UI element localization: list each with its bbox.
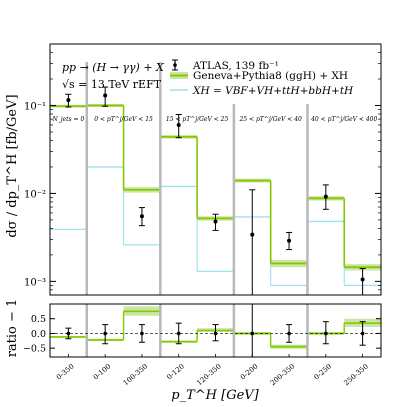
data-point-6 xyxy=(287,238,292,243)
legend-data-marker xyxy=(173,63,177,67)
ratio-axis-label: ratio − 1 xyxy=(5,299,20,358)
jet-category-label-0: N_jets = 0 xyxy=(51,116,84,123)
ratio-plot-frame xyxy=(49,303,382,358)
data-point-8 xyxy=(360,277,365,282)
y-tick-label-2: 10⁻¹ xyxy=(24,101,46,112)
legend-label-xh: XH = VBF+VH+ttH+bbH+tH xyxy=(192,85,354,97)
data-point-1 xyxy=(103,93,108,98)
x-axis-label: p_T^H [GeV] xyxy=(171,388,259,403)
y-tick-label-0: 10⁻³ xyxy=(24,277,46,288)
ratio-point-6 xyxy=(287,331,291,336)
jet-category-label-1: 0 < pT^j/GeV < 15 xyxy=(94,116,153,123)
jet-category-label-2: 15 < pT^j/GeV < 25 xyxy=(166,116,229,123)
jet-category-label-3: 25 < pT^j/GeV < 40 xyxy=(238,116,302,123)
data-point-3 xyxy=(176,122,181,127)
ratio-point-3 xyxy=(176,331,181,336)
data-point-4 xyxy=(213,219,218,224)
main-plot-frame xyxy=(49,43,382,296)
process-label: pp → (H → γγ) + X xyxy=(62,61,165,74)
energy-label: √s = 13 TeV rEFT xyxy=(62,78,162,91)
y-tick-label-1: 10⁻² xyxy=(24,189,46,200)
ratio-tick-label-0: 0.5 xyxy=(31,314,46,325)
jet-category-label-4: 40 < pT^j/GeV < 400 xyxy=(310,116,377,123)
ratio-point-0 xyxy=(66,331,71,336)
legend: ATLAS, 139 fb⁻¹ Geneva+Pythia8 (ggH) + X… xyxy=(166,52,372,104)
ratio-tick-label-2: −0.5 xyxy=(23,344,46,355)
data-point-5 xyxy=(250,232,255,237)
ratio-tick-label-1: 0.0 xyxy=(31,329,46,340)
legend-background xyxy=(166,52,372,104)
data-point-0 xyxy=(66,98,71,103)
data-point-2 xyxy=(139,214,144,219)
legend-label-data: ATLAS, 139 fb⁻¹ xyxy=(192,60,279,72)
legend-label-total: Geneva+Pythia8 (ggH) + XH xyxy=(193,70,348,82)
jet-category-labels: N_jets = 0 0 < pT^j/GeV < 15 15 < pT^j/GeV… xyxy=(51,116,377,123)
y-axis-label: dσ / dp_T^H [fb/GeV] xyxy=(5,94,20,237)
data-point-7 xyxy=(323,194,328,199)
